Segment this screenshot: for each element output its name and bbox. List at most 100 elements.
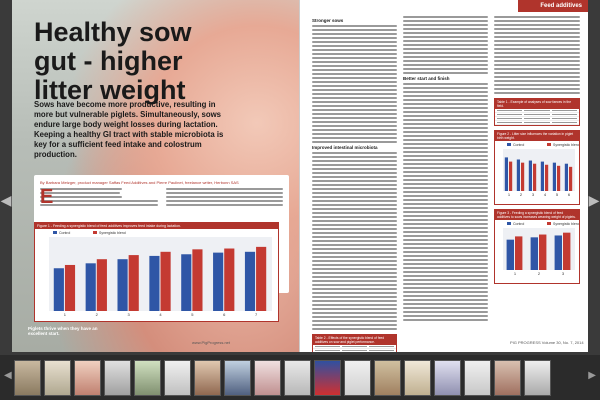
left-page-footer: www.PigProgress.net — [192, 340, 231, 345]
bar-control-5 — [552, 162, 556, 191]
thumbnail[interactable] — [194, 359, 221, 396]
thumbnail[interactable] — [404, 359, 431, 396]
heading-improved-microbiota: Improved intestinal microbiota — [312, 145, 378, 150]
x-tick-label: 6 — [568, 192, 571, 197]
legend-label: Control — [513, 222, 525, 226]
left-page[interactable]: Healthy sow gut - higher litter weight S… — [12, 0, 300, 352]
x-tick-label: 3 — [128, 312, 131, 317]
figure-1-chart: 1 2 3 4 5 6 7 Control Synergistic blend — [49, 231, 272, 317]
page-spread: Healthy sow gut - higher litter weight S… — [12, 0, 588, 352]
bar-blend-7 — [256, 246, 267, 311]
legend-swatch — [53, 231, 57, 234]
bar-control-3 — [117, 259, 128, 311]
left-text-column-1: E — [40, 186, 158, 208]
bar-control-4 — [149, 255, 160, 311]
section-tab: Feed additives — [518, 0, 588, 12]
thumbnail[interactable] — [344, 359, 371, 396]
x-tick-label: 7 — [255, 312, 258, 317]
bar-control-1 — [506, 239, 514, 270]
thumbnail[interactable] — [164, 359, 191, 396]
figure-1: Figure 1 - Feeding a synergistic blend o… — [34, 222, 279, 322]
thumbnail[interactable] — [134, 359, 161, 396]
bar-blend-4 — [545, 164, 549, 191]
x-tick-label: 3 — [532, 192, 535, 197]
thumbnail[interactable] — [314, 359, 341, 396]
table-1-title: Table 1 - Example of analyses of sow fae… — [495, 99, 579, 109]
figure-2: Figure 2 - Litter size influences the va… — [494, 130, 580, 205]
bar-blend-4 — [160, 251, 171, 311]
table-2-title: Table 2 - Effects of the synergistic ble… — [313, 335, 396, 345]
bar-control-5 — [181, 254, 192, 311]
heading-better-start: Better start and finish — [403, 76, 450, 81]
table-1: Table 1 - Example of analyses of sow fae… — [494, 98, 580, 126]
x-tick-label: 1 — [514, 271, 517, 276]
figure-3: Figure 3 - Feeding a synergistic blend o… — [494, 209, 580, 284]
thumbnail[interactable] — [464, 359, 491, 396]
legend-label: Synergistic blend — [99, 231, 126, 235]
next-page-arrow-icon[interactable]: ▶ — [588, 191, 600, 208]
bar-blend-1 — [64, 264, 76, 311]
right-page-footer: PIG PROGRESS Volume 30, No. 7, 2014 — [510, 340, 584, 345]
bar-control-3 — [528, 160, 532, 191]
bar-control-6 — [213, 252, 224, 311]
right-text-column-2: Better start and finish — [403, 16, 488, 352]
thumbnail[interactable] — [74, 359, 101, 396]
article-authors: By Barbara Metzger, product manager Saff… — [40, 180, 239, 185]
legend-swatch — [547, 222, 551, 225]
bar-blend-5 — [192, 249, 203, 311]
x-tick-label: 2 — [520, 192, 523, 197]
bar-control-2 — [85, 263, 96, 311]
x-tick-label: 2 — [96, 312, 99, 317]
x-tick-label: 1 — [64, 312, 67, 317]
thumbnail[interactable] — [14, 359, 41, 396]
legend-label: Synergistic blend — [553, 143, 579, 147]
drop-cap: E — [40, 186, 54, 208]
x-tick-label: 1 — [508, 192, 511, 197]
bar-control-6 — [564, 163, 568, 191]
thumbnail[interactable] — [44, 359, 71, 396]
figure-1-title: Figure 1 - Feeding a synergistic blend o… — [35, 223, 278, 229]
bar-blend-1 — [515, 236, 523, 270]
figure-3-chart: 1 2 3 Control Synergistic blend — [503, 222, 580, 276]
bar-blend-1 — [509, 161, 513, 191]
right-page[interactable]: Feed additives Stronger sows Improved in… — [300, 0, 588, 352]
thumbnail-left-arrow-icon[interactable]: ◀ — [4, 370, 12, 381]
thumbnail[interactable] — [224, 359, 251, 396]
legend-label: Control — [59, 231, 71, 235]
bar-control-2 — [530, 237, 538, 270]
x-tick-label: 5 — [556, 192, 559, 197]
thumbnail[interactable] — [434, 359, 461, 396]
previous-page-arrow-icon[interactable]: ◀ — [0, 191, 12, 208]
bar-blend-3 — [128, 255, 139, 311]
thumbnail[interactable] — [104, 359, 131, 396]
legend-swatch — [507, 222, 511, 225]
bar-blend-6 — [569, 166, 573, 191]
bar-blend-3 — [563, 232, 571, 270]
bar-blend-2 — [96, 259, 107, 311]
legend-swatch — [93, 231, 97, 234]
figure-3-title: Figure 3 - Feeding a synergistic blend o… — [495, 210, 579, 220]
bar-control-3 — [554, 235, 562, 270]
thumbnail[interactable] — [494, 359, 521, 396]
article-lead: Sows have become more productive, result… — [34, 100, 224, 159]
legend-label: Synergistic blend — [553, 222, 579, 226]
table-2: Table 2 - Effects of the synergistic ble… — [312, 334, 397, 352]
thumbnail[interactable] — [284, 359, 311, 396]
bar-control-7 — [244, 251, 256, 311]
bar-blend-2 — [521, 162, 525, 191]
thumbnail[interactable] — [524, 359, 551, 396]
x-tick-label: 5 — [191, 312, 194, 317]
bar-control-4 — [540, 161, 544, 191]
thumbnail[interactable] — [254, 359, 281, 396]
legend-swatch — [547, 143, 551, 146]
right-text-column-3: Table 1 - Example of analyses of sow fae… — [494, 16, 580, 352]
bar-blend-3 — [533, 163, 537, 191]
figure-2-chart: 1 2 3 4 5 6 Control Synergistic blend — [503, 143, 580, 197]
bar-blend-6 — [224, 248, 235, 311]
bar-blend-2 — [539, 234, 547, 270]
bar-control-2 — [516, 159, 520, 191]
thumbnail[interactable] — [374, 359, 401, 396]
thumbnail-right-arrow-icon[interactable]: ▶ — [588, 370, 596, 381]
x-tick-label: 2 — [538, 271, 541, 276]
figure-2-title: Figure 2 - Litter size influences the va… — [495, 131, 579, 141]
